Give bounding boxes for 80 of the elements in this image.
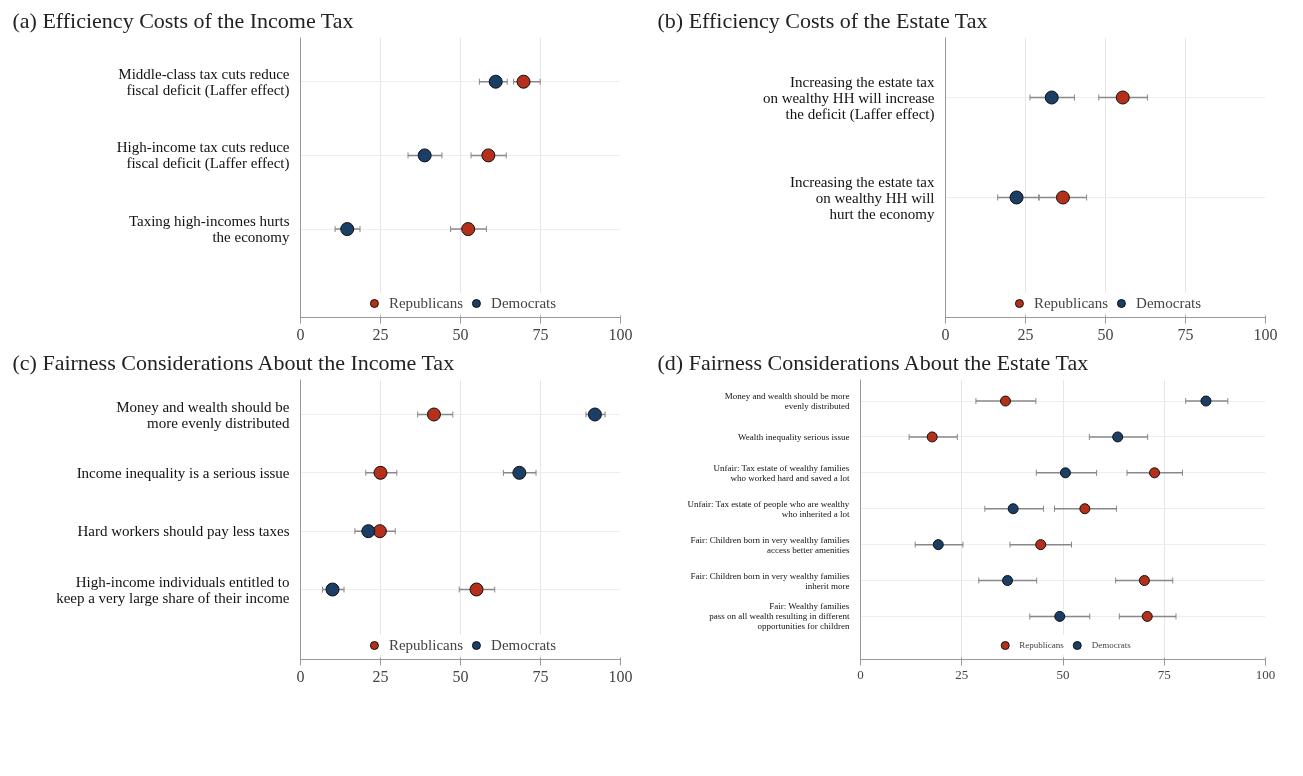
point — [1002, 575, 1014, 587]
point — [516, 74, 531, 89]
x-tick-label: 75 — [1177, 325, 1194, 343]
point — [1054, 610, 1066, 622]
point — [488, 74, 503, 89]
point — [469, 582, 484, 597]
point — [1138, 575, 1150, 587]
x-tick-label: 100 — [1253, 325, 1278, 343]
point — [1112, 431, 1124, 443]
y-tick-label: Unfair: Tax estate of people who are wealthy who inherited a lot — [687, 498, 850, 519]
chart-title: (d) Fairness Considerations About the Estate Tax — [657, 349, 1089, 375]
x-tick-label: 25 — [955, 666, 969, 682]
y-tick-label: High-income individuals entitled to keep a very large share of their income — [56, 573, 290, 606]
y-tick-label: Middle-class tax cuts reduce fiscal deficit (Laffer effect) — [118, 65, 290, 99]
point — [1035, 539, 1047, 551]
point — [1055, 190, 1070, 205]
y-tick-label: Wealth inequality serious issue — [738, 431, 850, 442]
point — [512, 465, 527, 480]
point — [1079, 503, 1091, 515]
point — [999, 395, 1011, 407]
point — [587, 407, 602, 422]
point — [481, 148, 496, 163]
point — [325, 582, 340, 597]
point — [461, 222, 476, 237]
x-tick-label: 75 — [1157, 666, 1171, 682]
y-tick-label: Money and wealth should be more evenly distributed — [116, 398, 290, 431]
point — [372, 524, 387, 539]
point — [1007, 503, 1019, 515]
x-tick-label: 75 — [532, 667, 549, 685]
legend-label: Republicans — [1033, 294, 1109, 312]
legend-label: Democrats — [491, 294, 557, 312]
x-tick-label: 0 — [296, 667, 305, 685]
x-tick-label: 25 — [1017, 325, 1034, 343]
point — [361, 524, 376, 539]
point — [1115, 90, 1130, 105]
point — [926, 431, 938, 443]
y-tick-label: High-income tax cuts reduce fiscal deficit (Laffer effect) — [116, 139, 290, 173]
point — [1141, 610, 1153, 622]
y-tick-label: Money and wealth should be more evenly distributed — [724, 391, 850, 412]
legend-label: Republicans — [388, 294, 464, 312]
point — [1009, 190, 1024, 205]
x-tick-label: 0 — [857, 666, 864, 682]
chart-title: (c) Fairness Considerations About the Income Tax — [12, 349, 455, 375]
y-tick-label: Increasing the estate tax on wealthy HH will increase the deficit (Laffer effect) — [762, 73, 935, 123]
x-tick-label: 50 — [452, 325, 469, 343]
legend-label: Republicans — [1019, 640, 1064, 650]
chart-title: (a) Efficiency Costs of the Income Tax — [12, 7, 354, 33]
x-tick-label: 50 — [1056, 666, 1070, 682]
y-tick-label: Unfair: Tax estate of wealthy families who worked hard and saved a lot — [713, 462, 850, 483]
point — [373, 465, 388, 480]
legend-label: Republicans — [388, 636, 464, 654]
legend-label: Democrats — [491, 636, 557, 654]
x-tick-label: 100 — [608, 667, 633, 685]
x-tick-label: 50 — [1097, 325, 1114, 343]
y-tick-label: Fair: Wealthy families pass on all wealth resulting in different opportunities for children — [709, 601, 850, 632]
point — [426, 407, 441, 422]
point — [340, 222, 355, 237]
x-tick-label: 100 — [608, 325, 633, 343]
point — [1059, 467, 1071, 479]
x-tick-label: 75 — [532, 325, 549, 343]
point — [1044, 90, 1059, 105]
x-tick-label: 0 — [941, 325, 950, 343]
point — [932, 539, 944, 551]
x-tick-label: 0 — [296, 325, 305, 343]
y-tick-label: Increasing the estate tax on wealthy HH will hurt the economy — [789, 173, 935, 222]
legend-label: Democrats — [1091, 640, 1131, 650]
y-tick-label: Income inequality is a serious issue — [76, 464, 290, 481]
x-tick-label: 25 — [372, 667, 389, 685]
y-tick-label: Fair: Children born in very wealthy families inherit more — [690, 570, 850, 591]
x-tick-label: 25 — [372, 325, 389, 343]
point — [417, 148, 432, 163]
point — [1149, 467, 1161, 479]
legend-label: Democrats — [1136, 294, 1202, 312]
y-tick-label: Taxing high-incomes hurts the economy — [128, 213, 290, 246]
point — [1200, 395, 1212, 407]
y-tick-label: Hard workers should pay less taxes — [77, 523, 290, 540]
x-tick-label: 50 — [452, 667, 469, 685]
chart-title: (b) Efficiency Costs of the Estate Tax — [657, 7, 988, 33]
y-tick-label: Fair: Children born in very wealthy families access better amenities — [690, 534, 850, 555]
x-tick-label: 100 — [1255, 666, 1276, 682]
